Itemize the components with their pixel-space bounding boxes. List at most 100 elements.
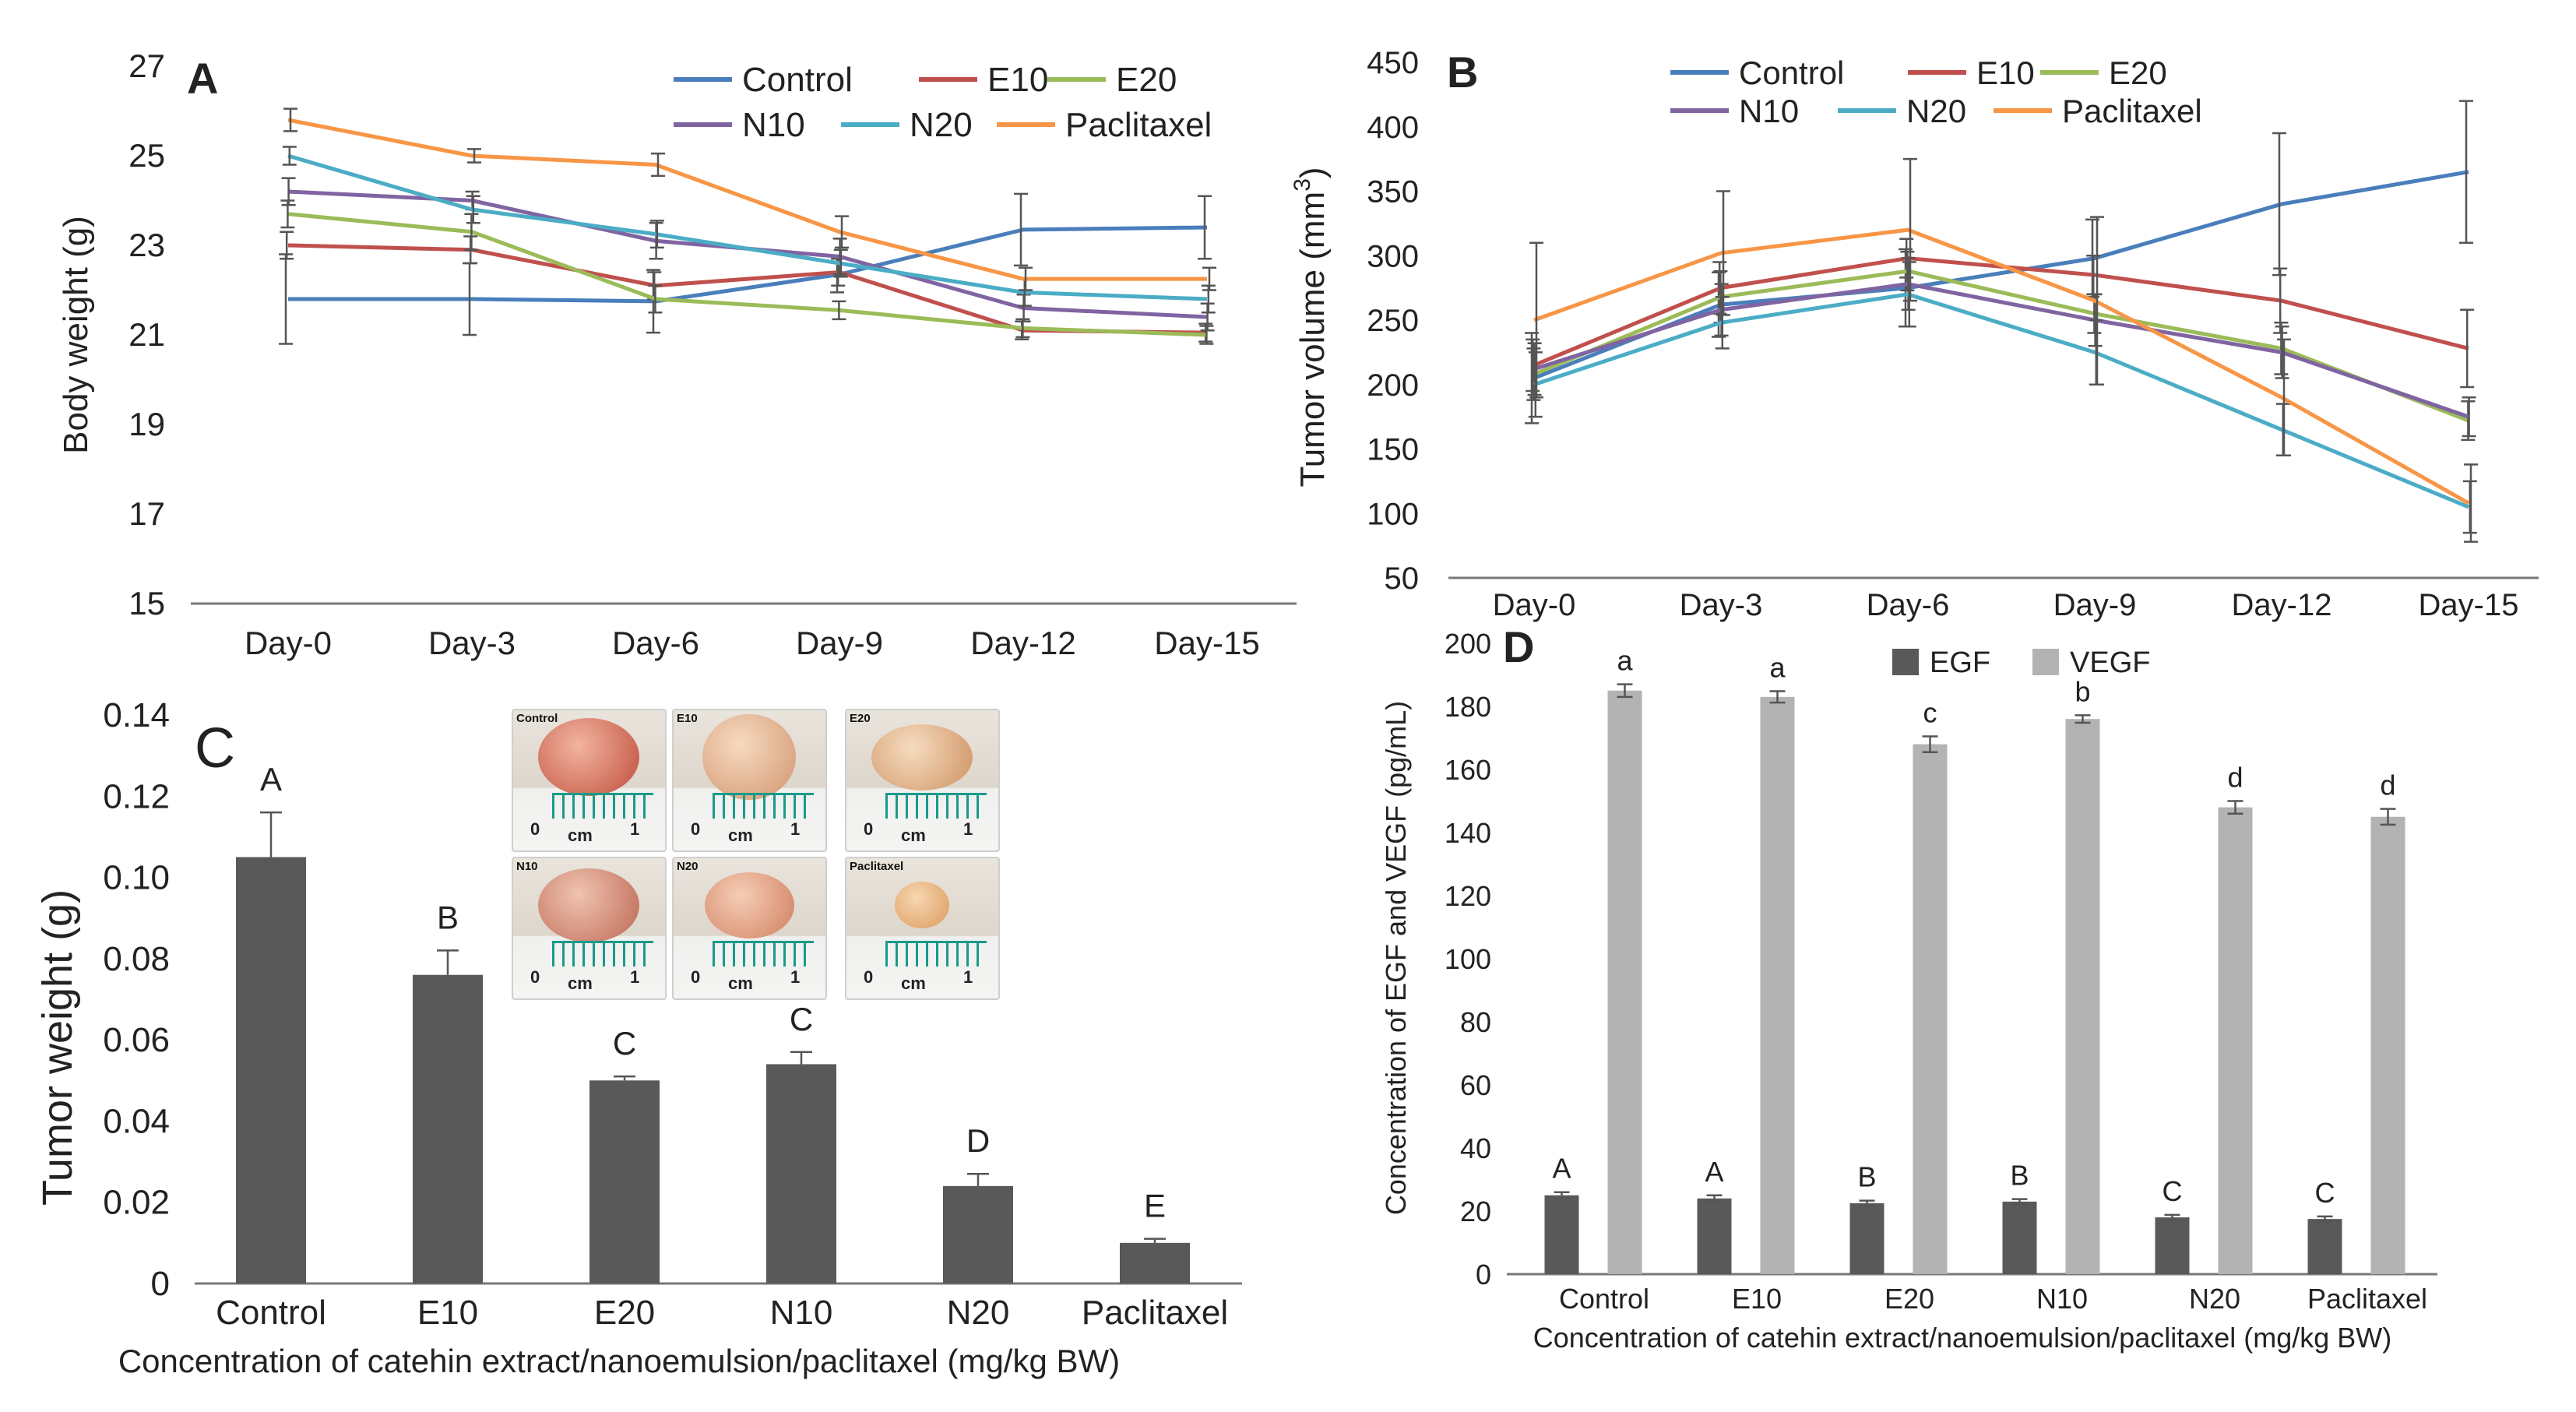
bar-egf-n20: [2155, 1217, 2190, 1274]
panel-c-xlabel: Concentration of catehin extract/nanoemu…: [118, 1343, 1120, 1379]
ruler-scale: [713, 941, 814, 967]
significance-letter: d: [2380, 769, 2395, 801]
y-tick-label: 25: [128, 137, 165, 174]
panel-a-series: [279, 107, 1216, 345]
error-bar: [464, 213, 479, 251]
series-line-e20: [287, 212, 1208, 337]
ruler-zero: 0: [691, 819, 701, 839]
series-line-e20: [1533, 269, 2469, 423]
x-tick-label: Day-12: [970, 625, 1075, 661]
y-tick-label: 200: [1445, 628, 1491, 660]
series-line-paclitaxel: [287, 118, 1207, 281]
tumor-photo-paclitaxel: Paclitaxel 0 cm 1: [845, 857, 1000, 1000]
panel-c-bars: A Control B E10 C E20 C N10 D N20 E Paclitaxel: [216, 761, 1228, 1332]
y-tick-label: 27: [128, 48, 165, 84]
error-bar: [283, 107, 297, 132]
photo-label: E10: [677, 712, 698, 725]
x-tick-label: N20: [947, 1294, 1010, 1332]
ruler-scale: [552, 941, 653, 967]
ruler-unit: cm: [901, 826, 926, 845]
ruler-unit: cm: [728, 826, 753, 845]
series-line-n20: [287, 153, 1208, 301]
series-line-paclitaxel: [1533, 227, 2470, 505]
legend-label: Paclitaxel: [2062, 93, 2202, 129]
significance-letter: A: [1552, 1153, 1571, 1185]
y-tick-label: 200: [1367, 368, 1419, 403]
tumor-specimen: [871, 724, 973, 791]
error-bar: [1202, 266, 1216, 291]
error-bar: [2277, 338, 2291, 457]
error-bar: [1922, 735, 1938, 753]
panel-d-label: D: [1503, 622, 1534, 671]
panel-b-label: B: [1447, 48, 1478, 97]
x-tick-label: Day-0: [245, 625, 332, 661]
x-tick-label: Day-9: [796, 625, 883, 661]
legend-label: Control: [1739, 55, 1844, 91]
legend-swatch: [1892, 649, 1919, 675]
bar-n10: [766, 1064, 836, 1283]
y-tick-label: 0.06: [103, 1021, 170, 1059]
y-tick-label: 15: [128, 585, 165, 621]
y-tick-label: 400: [1367, 111, 1419, 145]
tumor-photo-control: Control 0 cm 1: [512, 709, 667, 852]
y-tick-label: 250: [1367, 304, 1419, 338]
x-tick-label: E20: [1884, 1283, 1934, 1315]
significance-letter: A: [1705, 1156, 1723, 1188]
error-bar: [1706, 1194, 1723, 1203]
panel-a-xticks: Day-0 Day-3 Day-6 Day-9 Day-12 Day-15: [245, 625, 1260, 661]
x-tick-label: Day-15: [1154, 625, 1259, 661]
y-tick-label: 100: [1445, 943, 1491, 975]
ruler-zero: 0: [864, 819, 874, 839]
significance-letter: d: [2227, 762, 2243, 794]
y-tick-label: 0.04: [103, 1102, 170, 1140]
panel-d-legend: EGF VEGF: [1892, 646, 2150, 679]
panel-c: C Tumor weight (g) 0 0.02 0.04 0.06 0.08 0.10…: [34, 696, 1242, 1379]
y-tick-label: 0.08: [103, 940, 170, 978]
y-tick-label: 100: [1367, 497, 1419, 531]
bar-vegf-control: [1607, 690, 1642, 1274]
bar-egf-control: [1544, 1195, 1579, 1274]
x-tick-label: Day-0: [1493, 588, 1576, 622]
legend-label: N10: [1739, 93, 1799, 129]
ruler-one: 1: [790, 819, 801, 839]
x-tick-label: N10: [2036, 1283, 2088, 1315]
ruler-one: 1: [963, 967, 973, 987]
panel-b-ylabel-sup: 3: [1290, 178, 1315, 192]
significance-letter: a: [1617, 645, 1633, 677]
series-line-n20: [1533, 292, 2469, 509]
legend-label: EGF: [1930, 646, 1990, 679]
error-bar: [614, 1075, 635, 1081]
series-line-n10: [1533, 282, 2469, 419]
y-tick-label: 17: [128, 495, 165, 532]
error-bar: [2164, 1213, 2180, 1221]
tumor-specimen: [895, 882, 949, 928]
x-tick-label: N20: [2189, 1283, 2240, 1315]
y-tick-label: 21: [128, 316, 165, 353]
ruler-scale: [885, 941, 987, 967]
y-tick-label: 40: [1460, 1132, 1491, 1164]
ruler-scale: [713, 793, 814, 819]
ruler-zero: 0: [530, 967, 540, 987]
error-bar: [1716, 190, 1730, 316]
panel-c-ylabel: Tumor weight (g): [34, 889, 81, 1206]
bar-paclitaxel: [1120, 1242, 1190, 1283]
ruler-one: 1: [630, 819, 640, 839]
error-bar: [833, 248, 848, 278]
significance-letter: C: [613, 1025, 636, 1062]
x-tick-label: Day-15: [2419, 588, 2519, 622]
tumor-specimen: [704, 871, 794, 938]
panel-b-legend: Control E10 E20 N10 N20 Paclitaxel: [1670, 55, 2202, 129]
bar-vegf-e20: [1913, 744, 1948, 1274]
y-tick-label: 0: [1476, 1259, 1491, 1291]
error-bar: [648, 284, 663, 314]
legend-label: N10: [742, 106, 805, 144]
ruler-unit: cm: [568, 826, 593, 845]
panel-b-ylabel-main: Tumor volume (mm: [1293, 192, 1332, 488]
error-bar: [437, 949, 459, 975]
error-bar: [1903, 157, 1917, 302]
y-tick-label: 450: [1367, 46, 1419, 80]
significance-letter: A: [260, 761, 282, 798]
panel-b-yticks: 50 100 150 200 250 300 350 400 450: [1367, 46, 1419, 596]
